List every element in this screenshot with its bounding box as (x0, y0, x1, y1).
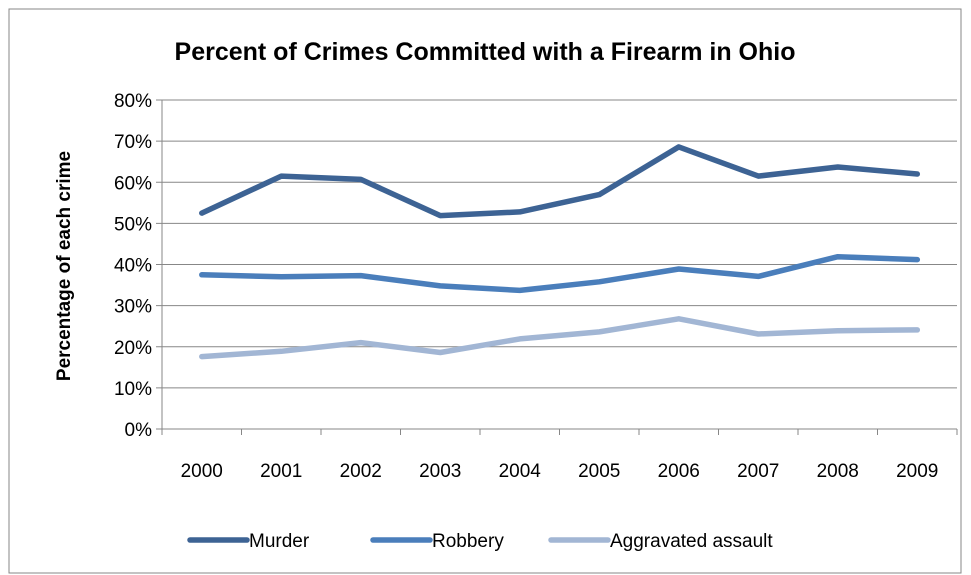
y-tick-label: 20% (114, 338, 152, 359)
x-tick-label: 2001 (260, 461, 302, 482)
y-axis-label: Percentage of each crime (54, 151, 75, 381)
series-line-aggravated-assault (199, 316, 921, 360)
legend-label-aggravated-assault: Aggravated assault (610, 531, 773, 552)
x-tick-label: 2009 (896, 461, 938, 482)
series-line-murder (199, 144, 921, 219)
x-tick-label: 2003 (419, 461, 461, 482)
x-tick-label: 2004 (499, 461, 542, 482)
y-tick-label: 80% (114, 91, 152, 112)
series-lines (199, 144, 921, 360)
y-tick-label: 40% (114, 256, 152, 277)
chart-title: Percent of Crimes Committed with a Firea… (175, 38, 796, 66)
x-tick-label: 2006 (658, 461, 700, 482)
y-tick-label: 10% (114, 379, 152, 400)
legend-label-robbery: Robbery (432, 531, 504, 552)
y-axis-ticks: 0% 10% 20% 30% 40% 50% 60% 70% 80% (114, 91, 162, 441)
x-tick-label: 2000 (181, 461, 223, 482)
y-tick-label: 30% (114, 297, 152, 318)
x-tick-label: 2002 (340, 461, 382, 482)
y-tick-label: 50% (114, 214, 152, 235)
legend: Murder Robbery Aggravated assault (187, 531, 773, 552)
x-tick-label: 2007 (737, 461, 779, 482)
x-tick-label: 2008 (817, 461, 859, 482)
series-line-robbery (199, 253, 921, 294)
x-tick-label: 2005 (578, 461, 620, 482)
y-tick-label: 60% (114, 173, 152, 194)
y-tick-label: 70% (114, 132, 152, 153)
x-axis-ticks: 2000 2001 2002 2003 2004 2005 2006 2007 2008 2009 (161, 429, 958, 482)
legend-label-murder: Murder (249, 531, 310, 552)
y-tick-label: 0% (125, 420, 153, 441)
